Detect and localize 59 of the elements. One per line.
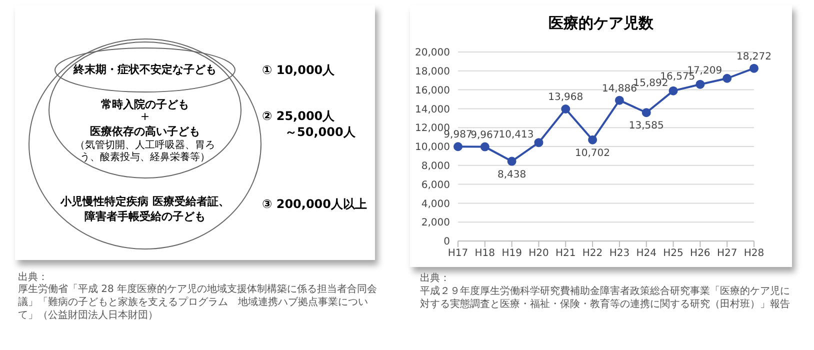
- x-tick-label: H18: [474, 248, 496, 260]
- x-tick-label: H28: [744, 248, 764, 260]
- y-tick-label: 2,000: [421, 218, 450, 229]
- text: +: [139, 110, 151, 123]
- point: [588, 135, 598, 144]
- point: [668, 86, 678, 96]
- point: [722, 74, 732, 83]
- data-label: 13,968: [548, 92, 584, 103]
- x-tick-label: H26: [690, 248, 710, 260]
- data-label: 18,272: [736, 51, 772, 62]
- x-tick-label: H19: [502, 248, 522, 260]
- text: ～50,000人: [285, 124, 356, 141]
- data-label: 10,413: [498, 130, 534, 141]
- x-tick-label: H22: [582, 248, 603, 260]
- text: 常時入院の子ども: [100, 97, 190, 112]
- x-tick-label: H24: [636, 248, 656, 260]
- point: [534, 138, 544, 148]
- text: 平成２９年度厚生労働科学研究費補助金障害者政策総合研究事業「医療的ケア児に対する実態調査と医療・福祉・保険・教育等の連携に関する研究（田村班）」報告: [420, 285, 791, 311]
- source-note: 出典：: [18, 270, 48, 284]
- text: （気管切開、人工呼吸器、胃ろう、酸素投与、経鼻栄養等）: [74, 140, 216, 164]
- x-tick-label: H17: [448, 248, 468, 260]
- text: 小児慢性特定疾病 医療受給者証、: [59, 194, 230, 209]
- point: [480, 142, 490, 152]
- y-tick-label: 8,000: [421, 160, 450, 172]
- data-label: 13,585: [628, 120, 664, 132]
- text: 医療依存の高い子ども: [89, 124, 201, 139]
- point: [750, 64, 758, 73]
- y-tick-label: 16,000: [415, 85, 450, 96]
- y-tick-label: 6,000: [421, 180, 450, 191]
- point: [696, 80, 705, 89]
- text: 障害者手帳受給の子ども: [84, 209, 206, 224]
- text: ① 10,000人: [262, 62, 335, 79]
- x-tick-label: H23: [609, 248, 630, 260]
- data-label: 9,987: [444, 130, 472, 141]
- text: 終末期・症状不安定な子ども: [72, 62, 218, 77]
- x-tick-label: H20: [528, 248, 549, 260]
- point: [642, 108, 651, 118]
- data-label: 8,438: [498, 169, 526, 180]
- point: [507, 156, 516, 166]
- y-tick-label: 0: [444, 236, 450, 248]
- text: ③ 200,000人以上: [262, 196, 367, 213]
- point: [454, 142, 462, 152]
- y-tick-label: 10,000: [415, 142, 450, 154]
- y-tick-label: 20,000: [415, 48, 450, 59]
- text: 厚生労働省「平成 28 年度医療的ケア児の地域支援体制構築に係る担当者合同会議」「難病の子どもと家族を支えるプログラム 地域連携ハブ拠点事業について」（公益財団法人日本財団）: [18, 283, 378, 322]
- chart-title: 医療的ケア児数: [548, 14, 654, 33]
- point: [614, 96, 624, 105]
- data-label: 14,886: [602, 83, 637, 94]
- data-label: 9,967: [470, 130, 500, 141]
- x-tick-label: H25: [663, 248, 684, 260]
- y-tick-label: 18,000: [415, 66, 450, 78]
- text: ② 25,000人: [262, 108, 335, 125]
- source-note: 出典：: [420, 272, 451, 285]
- data-label: 10,702: [575, 148, 610, 159]
- y-tick-label: 4,000: [421, 198, 450, 210]
- point: [561, 104, 570, 114]
- y-tick-label: 14,000: [415, 104, 450, 116]
- x-tick-label: H27: [716, 248, 738, 260]
- x-tick-label: H21: [556, 248, 576, 260]
